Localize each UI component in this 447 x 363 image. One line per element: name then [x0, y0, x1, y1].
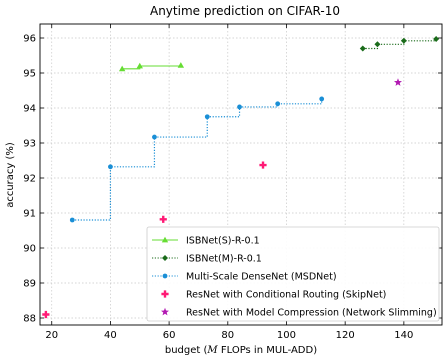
legend-marker	[161, 307, 169, 316]
data-point	[237, 104, 242, 110]
legend: ISBNet(S)-R-0.1 ISBNet(M)-R-0.1 Multi-Scal…	[146, 226, 440, 322]
y-tick-label: 95	[23, 69, 36, 80]
legend-label: ResNet with Model Compression (Network S…	[186, 308, 437, 319]
legend-box	[146, 226, 440, 322]
data-point	[433, 36, 440, 43]
data-point	[359, 45, 366, 52]
x-tick-label: 60	[163, 330, 176, 341]
axis-ticks: 20 40 60 80 100 120 140 88 89 90 91 92 93 94 95 96	[23, 24, 442, 341]
y-tick-label: 93	[23, 139, 36, 150]
data-point	[152, 134, 157, 140]
series-layer	[42, 36, 440, 319]
data-point	[204, 114, 210, 120]
legend-entry: ISBNet(S)-R-0.1	[152, 236, 260, 247]
series-line	[122, 65, 182, 70]
legend-entry: ResNet with Model Compression (Network S…	[161, 308, 437, 319]
x-axis-label-prefix: budget (	[165, 345, 208, 356]
x-tick-label: 100	[277, 330, 296, 341]
x-axis-label-suffix: FLOPs in MUL-ADD)	[218, 345, 318, 356]
data-point	[259, 161, 267, 169]
x-axis-label: budget (M FLOPs in MUL-ADD)	[165, 345, 317, 356]
legend-entry: ResNet with Conditional Routing (SkipNet…	[161, 290, 386, 301]
legend-label: ResNet with Conditional Routing (SkipNet…	[186, 290, 386, 301]
y-tick-label: 92	[23, 174, 36, 185]
y-tick-label: 91	[23, 209, 36, 220]
x-tick-label: 40	[104, 330, 117, 341]
y-tick-label: 96	[23, 34, 36, 45]
y-tick-label: 94	[23, 104, 36, 115]
legend-label: ISBNet(S)-R-0.1	[186, 236, 260, 247]
data-point	[42, 310, 50, 319]
legend-entry: ISBNet(M)-R-0.1	[152, 254, 262, 265]
legend-marker	[162, 255, 168, 261]
legend-entry: Multi-Scale DenseNet (MSDNet)	[152, 272, 337, 283]
chart-title: Anytime prediction on CIFAR-10	[150, 4, 340, 18]
data-point	[393, 78, 402, 86]
y-tick-label: 90	[23, 244, 36, 255]
data-point	[177, 62, 185, 68]
y-tick-label: 88	[23, 314, 36, 325]
x-tick-label: 20	[45, 330, 58, 341]
x-axis-label-math: M	[206, 345, 218, 356]
series-line	[72, 98, 323, 221]
legend-marker	[161, 236, 169, 243]
series-2	[69, 96, 325, 223]
data-point	[275, 101, 281, 107]
data-point	[319, 96, 325, 102]
x-tick-label: 80	[221, 330, 234, 341]
series-1	[359, 36, 440, 52]
series-3	[42, 161, 267, 319]
legend-items: ISBNet(S)-R-0.1 ISBNet(M)-R-0.1 Multi-Scal…	[152, 236, 437, 319]
data-point	[136, 62, 143, 69]
data-point	[108, 164, 113, 170]
data-point	[400, 37, 407, 44]
data-point	[159, 215, 167, 223]
legend-label: ISBNet(M)-R-0.1	[186, 254, 262, 265]
series-0	[118, 62, 185, 72]
legend-marker	[161, 290, 169, 298]
plot-frame	[39, 23, 443, 326]
x-tick-label: 120	[336, 330, 355, 341]
legend-label: Multi-Scale DenseNet (MSDNet)	[186, 272, 337, 283]
data-point	[69, 217, 75, 223]
x-tick-label: 140	[394, 330, 413, 341]
data-point	[118, 65, 126, 72]
y-axis-label: accuracy (%)	[5, 142, 16, 208]
legend-marker	[162, 273, 168, 279]
series-4	[393, 78, 402, 86]
series-line	[362, 39, 437, 50]
data-point	[374, 41, 381, 48]
y-tick-label: 89	[23, 279, 36, 290]
